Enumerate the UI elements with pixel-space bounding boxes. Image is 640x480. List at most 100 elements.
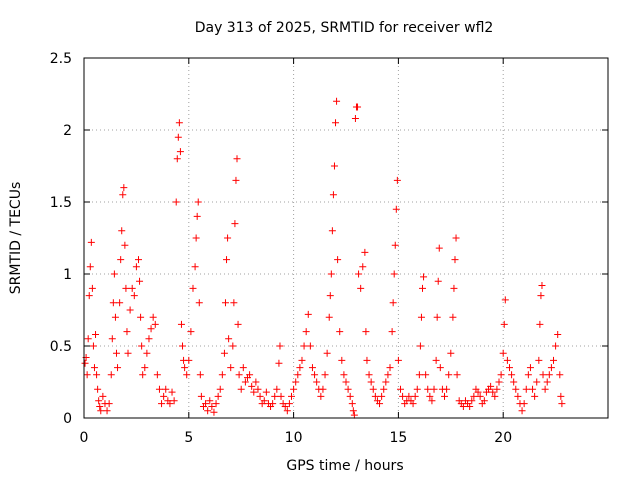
data-point xyxy=(168,388,176,396)
data-point xyxy=(256,392,264,400)
data-point xyxy=(202,400,210,408)
data-point xyxy=(90,364,98,372)
data-point xyxy=(143,349,151,357)
data-point xyxy=(285,400,293,408)
data-point xyxy=(378,392,386,400)
data-point xyxy=(526,364,534,372)
data-point xyxy=(522,385,530,393)
data-point xyxy=(239,364,247,372)
data-point xyxy=(533,378,541,386)
data-point xyxy=(323,349,331,357)
data-point xyxy=(149,313,157,321)
data-point xyxy=(103,407,111,415)
data-point xyxy=(531,392,539,400)
data-point xyxy=(233,155,241,163)
data-point xyxy=(99,392,107,400)
data-point xyxy=(151,320,159,328)
data-point xyxy=(376,400,384,408)
data-point xyxy=(194,198,202,206)
data-point xyxy=(386,364,394,372)
data-point xyxy=(248,382,256,390)
data-point xyxy=(554,330,562,338)
data-point xyxy=(235,371,243,379)
data-point xyxy=(330,162,338,170)
data-point xyxy=(110,270,118,278)
data-point xyxy=(204,407,212,415)
data-point xyxy=(332,119,340,127)
data-point xyxy=(134,256,142,264)
data-points xyxy=(81,97,566,419)
data-point xyxy=(405,392,413,400)
data-point xyxy=(491,392,499,400)
data-point xyxy=(181,364,189,372)
data-point xyxy=(449,313,457,321)
data-point xyxy=(541,385,549,393)
data-point xyxy=(95,397,103,405)
data-point xyxy=(250,388,258,396)
data-point xyxy=(384,371,392,379)
data-point xyxy=(536,320,544,328)
data-point xyxy=(83,371,91,379)
data-point xyxy=(177,320,185,328)
data-point xyxy=(388,328,396,336)
data-point xyxy=(470,392,478,400)
y-tick-label: 1 xyxy=(63,267,72,283)
data-point xyxy=(420,273,428,281)
data-point xyxy=(220,349,228,357)
data-point xyxy=(137,313,145,321)
data-point xyxy=(326,292,334,300)
data-point xyxy=(84,335,92,343)
data-point xyxy=(221,299,229,307)
data-point xyxy=(109,299,117,307)
data-point xyxy=(367,378,375,386)
data-point xyxy=(349,407,357,415)
data-point xyxy=(155,385,163,393)
data-point xyxy=(121,241,129,249)
data-point xyxy=(88,284,96,292)
data-point xyxy=(187,328,195,336)
data-point xyxy=(474,388,482,396)
data-point xyxy=(535,356,543,364)
data-point xyxy=(480,397,488,405)
data-point xyxy=(92,330,100,338)
data-point xyxy=(499,349,507,357)
data-point xyxy=(450,284,458,292)
data-point xyxy=(550,356,558,364)
data-point xyxy=(380,385,388,393)
data-point xyxy=(348,400,356,408)
data-point xyxy=(334,256,342,264)
data-point xyxy=(435,244,443,252)
data-point xyxy=(428,397,436,405)
data-point xyxy=(206,397,214,405)
data-point xyxy=(105,400,113,408)
data-point xyxy=(260,397,268,405)
data-point xyxy=(476,392,484,400)
data-point xyxy=(393,176,401,184)
data-point xyxy=(543,378,551,386)
data-point xyxy=(111,313,119,321)
data-point xyxy=(342,378,350,386)
data-point xyxy=(273,385,281,393)
data-point xyxy=(311,371,319,379)
data-point xyxy=(118,227,126,235)
data-point xyxy=(489,388,497,396)
data-point xyxy=(520,400,528,408)
data-point xyxy=(344,385,352,393)
data-point xyxy=(223,256,231,264)
data-point xyxy=(317,392,325,400)
data-point xyxy=(96,402,104,410)
data-point xyxy=(487,382,495,390)
data-point xyxy=(172,198,180,206)
data-point xyxy=(514,392,522,400)
chart-title: Day 313 of 2025, SRMTID for receiver wfl… xyxy=(195,20,494,36)
data-point xyxy=(313,378,321,386)
data-point xyxy=(417,313,425,321)
data-point xyxy=(277,392,285,400)
data-point xyxy=(333,97,341,105)
data-point xyxy=(351,114,359,122)
data-point xyxy=(162,385,170,393)
data-point xyxy=(174,133,182,141)
data-point xyxy=(394,356,402,364)
data-point xyxy=(269,400,277,408)
